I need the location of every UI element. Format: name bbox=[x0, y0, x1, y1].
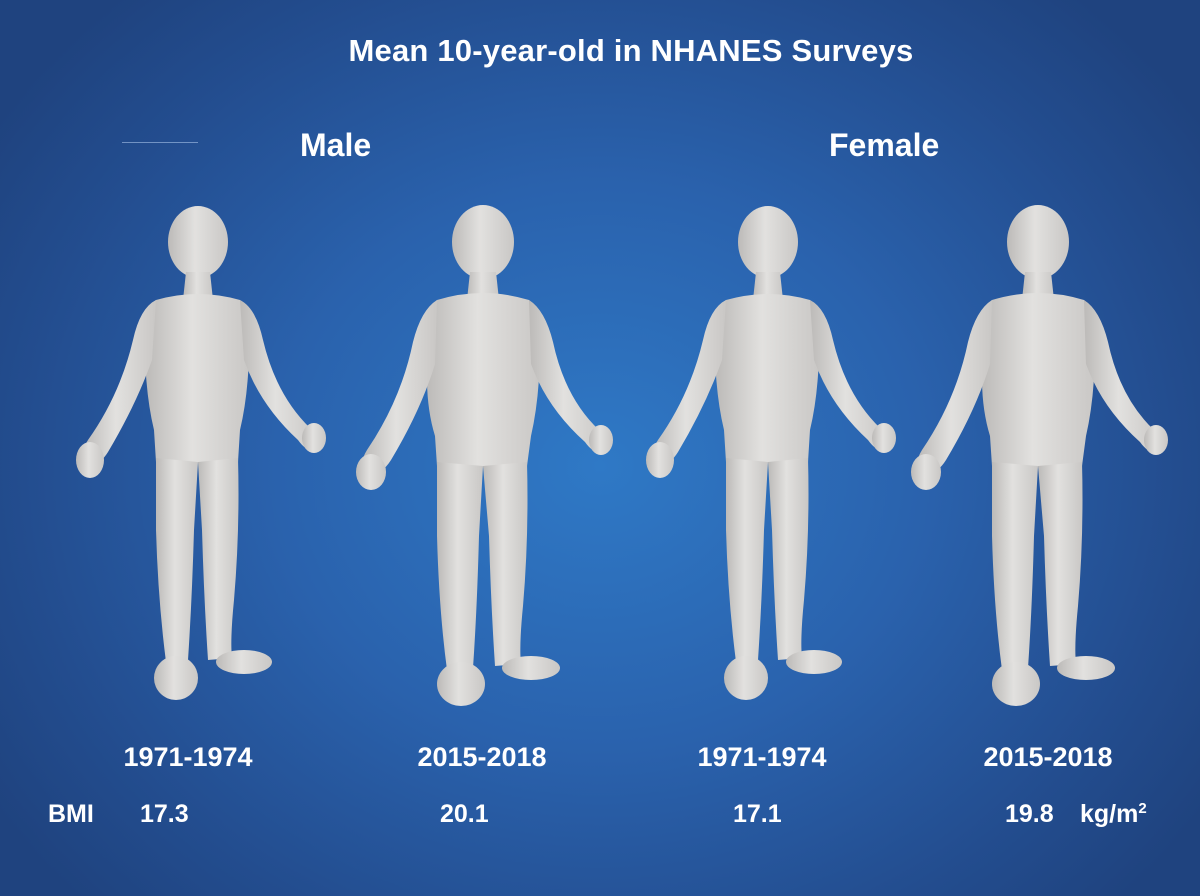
period-label-female-1971: 1971-1974 bbox=[697, 742, 827, 772]
child-figure-icon bbox=[76, 206, 326, 700]
bmi-value-female-1971: 17.1 bbox=[733, 800, 782, 828]
child-figure-icon bbox=[356, 205, 613, 706]
group-label-male: Male bbox=[300, 127, 372, 163]
period-label-female-2015: 2015-2018 bbox=[983, 742, 1113, 772]
decorative-line bbox=[122, 142, 198, 143]
female-2015-figure bbox=[888, 200, 1188, 720]
period-label-male-1971: 1971-1974 bbox=[123, 742, 253, 772]
male-2015-figure bbox=[333, 200, 633, 720]
male-1971-figure bbox=[48, 200, 348, 720]
bmi-value-male-1971: 17.3 bbox=[140, 800, 189, 828]
bmi-value-female-2015: 19.8 bbox=[1005, 800, 1054, 828]
group-label-female: Female bbox=[829, 127, 940, 163]
bmi-label: BMI bbox=[48, 800, 94, 828]
bmi-value-male-2015: 20.1 bbox=[440, 800, 489, 828]
bmi-unit: kg/m2 bbox=[1080, 800, 1147, 828]
period-label-male-2015: 2015-2018 bbox=[417, 742, 547, 772]
female-1971-figure bbox=[618, 200, 918, 720]
child-figure-icon bbox=[911, 205, 1168, 706]
chart-title: Mean 10-year-old in NHANES Surveys bbox=[348, 33, 914, 68]
child-figure-icon bbox=[646, 206, 896, 700]
